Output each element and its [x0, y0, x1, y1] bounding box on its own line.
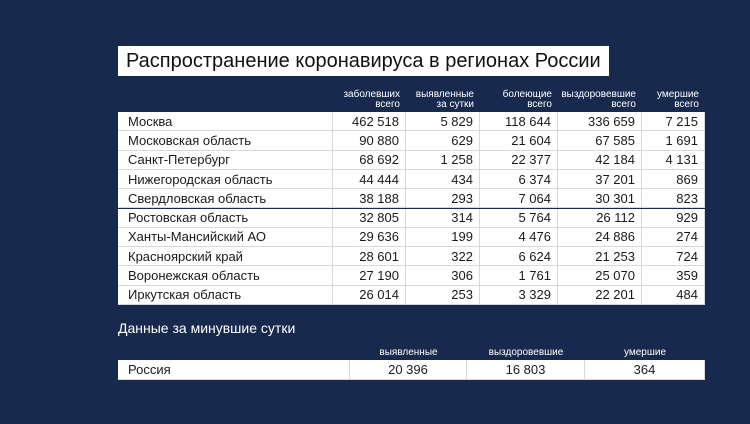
value-cell: 27 190	[333, 266, 406, 286]
value-cell: 1 761	[480, 266, 558, 286]
header-line: всего	[375, 99, 400, 110]
value-cell: 253	[406, 285, 480, 305]
value-cell: 3 329	[480, 285, 558, 305]
value-cell: 21 604	[480, 131, 558, 151]
value-cell: 5 829	[406, 112, 480, 132]
value-cell: 724	[642, 247, 705, 267]
column-header: выздоровевшие	[488, 347, 564, 358]
value-cell: 869	[642, 169, 705, 190]
value-cell: 293	[406, 189, 480, 209]
value-cell: 21 253	[558, 247, 642, 267]
value-cell: 336 659	[558, 112, 642, 132]
region-cell: Москва	[118, 112, 333, 132]
region-cell: Ханты-Мансийский АО	[118, 227, 333, 248]
region-cell: Ростовская область	[118, 208, 333, 228]
section-title: Данные за минувшие сутки	[118, 320, 296, 336]
value-cell: 434	[406, 169, 480, 190]
value-cell: 7 215	[642, 112, 705, 132]
value-cell: 22 201	[558, 285, 642, 305]
region-cell: Санкт-Петербург	[118, 150, 333, 170]
region-cell: Иркутская область	[118, 285, 333, 305]
value-cell: 4 131	[642, 150, 705, 170]
column-header: выздоровевшие всего	[558, 90, 636, 110]
value-cell: 44 444	[333, 169, 406, 190]
header-line: выздоровевшие	[561, 89, 636, 100]
value-cell: 4 476	[480, 227, 558, 248]
column-header: выявленные	[379, 347, 438, 358]
region-cell: Россия	[118, 360, 350, 380]
region-cell: Московская область	[118, 131, 333, 151]
column-header: болеющие всего	[480, 90, 552, 110]
column-header: выявленные за сутки	[406, 90, 474, 110]
header-line: всего	[674, 99, 699, 110]
value-cell: 7 064	[480, 189, 558, 209]
value-cell: 6 624	[480, 247, 558, 267]
value-cell: 67 585	[558, 131, 642, 151]
header-line: всего	[611, 99, 636, 110]
value-cell: 364	[585, 360, 705, 380]
value-cell: 484	[642, 285, 705, 305]
value-cell: 26 112	[558, 208, 642, 228]
value-cell: 20 396	[350, 360, 467, 380]
value-cell: 26 014	[333, 285, 406, 305]
value-cell: 24 886	[558, 227, 642, 248]
header-line: заболевших	[343, 89, 400, 100]
region-cell: Воронежская область	[118, 266, 333, 286]
header-line: болеющие	[502, 89, 552, 100]
value-cell: 629	[406, 131, 480, 151]
value-cell: 32 805	[333, 208, 406, 228]
value-cell: 28 601	[333, 247, 406, 267]
value-cell: 306	[406, 266, 480, 286]
column-header: заболевших всего	[333, 90, 400, 110]
value-cell: 199	[406, 227, 480, 248]
value-cell: 118 644	[480, 112, 558, 132]
value-cell: 90 880	[333, 131, 406, 151]
value-cell: 37 201	[558, 169, 642, 190]
region-cell: Красноярский край	[118, 247, 333, 267]
value-cell: 5 764	[480, 208, 558, 228]
value-cell: 1 258	[406, 150, 480, 170]
value-cell: 462 518	[333, 112, 406, 132]
value-cell: 42 184	[558, 150, 642, 170]
region-cell: Нижегородская область	[118, 169, 333, 190]
value-cell: 30 301	[558, 189, 642, 209]
value-cell: 29 636	[333, 227, 406, 248]
value-cell: 38 188	[333, 189, 406, 209]
header-line: за сутки	[436, 99, 474, 110]
value-cell: 322	[406, 247, 480, 267]
value-cell: 314	[406, 208, 480, 228]
title: Распространение коронавируса в регионах …	[118, 46, 609, 76]
value-cell: 929	[642, 208, 705, 228]
header-line: умершие	[656, 89, 699, 100]
value-cell: 274	[642, 227, 705, 248]
header-line: выявленные	[415, 89, 474, 100]
value-cell: 25 070	[558, 266, 642, 286]
value-cell: 68 692	[333, 150, 406, 170]
column-header: умершие	[623, 347, 667, 358]
header-line: всего	[527, 99, 552, 110]
region-cell: Свердловская область	[118, 189, 333, 209]
column-header: умершие всего	[642, 90, 699, 110]
value-cell: 6 374	[480, 169, 558, 190]
value-cell: 22 377	[480, 150, 558, 170]
value-cell: 359	[642, 266, 705, 286]
value-cell: 16 803	[467, 360, 585, 380]
value-cell: 823	[642, 189, 705, 209]
value-cell: 1 691	[642, 131, 705, 151]
